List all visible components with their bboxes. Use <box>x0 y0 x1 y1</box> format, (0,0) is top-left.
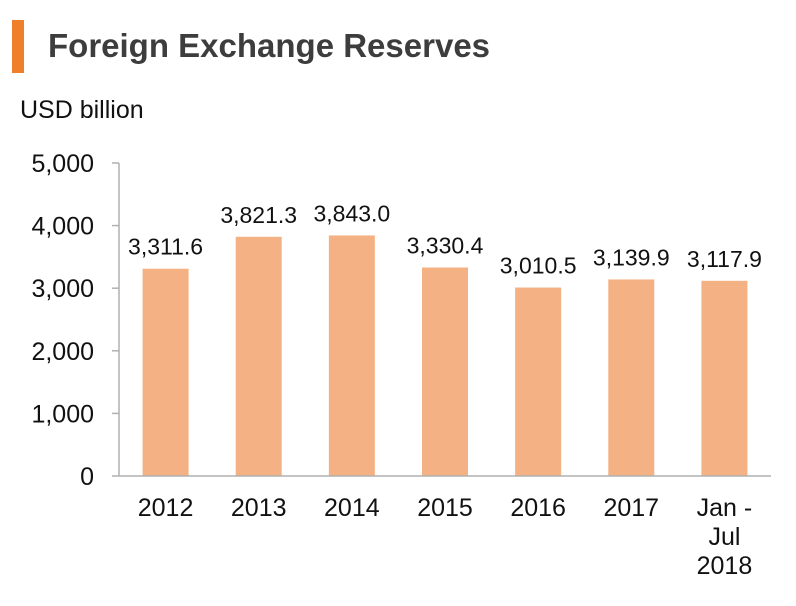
bar-value-label: 3,821.3 <box>220 202 297 228</box>
y-axis-unit-label: USD billion <box>20 96 144 124</box>
x-axis-ticks: 2012 2013 2014 2015 2016 2017 Jan -Jul 2018 <box>138 494 752 580</box>
bar <box>608 279 655 476</box>
x-tick-label: 2016 <box>510 494 566 522</box>
chart-title: Foreign Exchange Reserves <box>48 27 491 64</box>
bar <box>235 236 282 476</box>
y-axis-ticks: 0 1,000 2,000 3,000 4,000 5,000 <box>31 150 119 491</box>
bar-value-label: 3,117.9 <box>687 246 762 272</box>
y-tick-label: 5,000 <box>31 150 94 178</box>
bar-value-label: 3,010.5 <box>500 253 577 279</box>
data-labels: 3,311.6 3,821.3 3,843.0 3,330.4 3,010.5 3,139… <box>128 200 762 278</box>
x-tick-label: 2014 <box>324 494 380 522</box>
y-tick-label: 1,000 <box>31 400 94 428</box>
x-tick-label: Jan -Jul 2018 <box>697 494 753 580</box>
title-accent-bar <box>12 20 24 73</box>
y-tick-label: 3,000 <box>31 275 94 303</box>
bar <box>328 235 375 476</box>
y-tick-label: 2,000 <box>31 338 94 366</box>
bar-value-label: 3,843.0 <box>313 200 390 226</box>
bars <box>142 235 748 476</box>
x-tick-label: 2013 <box>231 494 287 522</box>
bar-value-label: 3,330.4 <box>407 233 484 259</box>
y-tick-label: 4,000 <box>31 213 94 241</box>
bar <box>422 267 468 476</box>
x-tick-label: 2017 <box>603 494 659 522</box>
bar <box>515 287 562 476</box>
bar-value-label: 3,139.9 <box>593 244 670 270</box>
bar-value-label: 3,311.6 <box>128 234 203 260</box>
x-tick-label: 2012 <box>138 494 194 522</box>
bar <box>701 280 748 476</box>
y-tick-label: 0 <box>80 463 94 491</box>
x-tick-label: 2015 <box>417 494 473 522</box>
bar <box>142 268 189 476</box>
